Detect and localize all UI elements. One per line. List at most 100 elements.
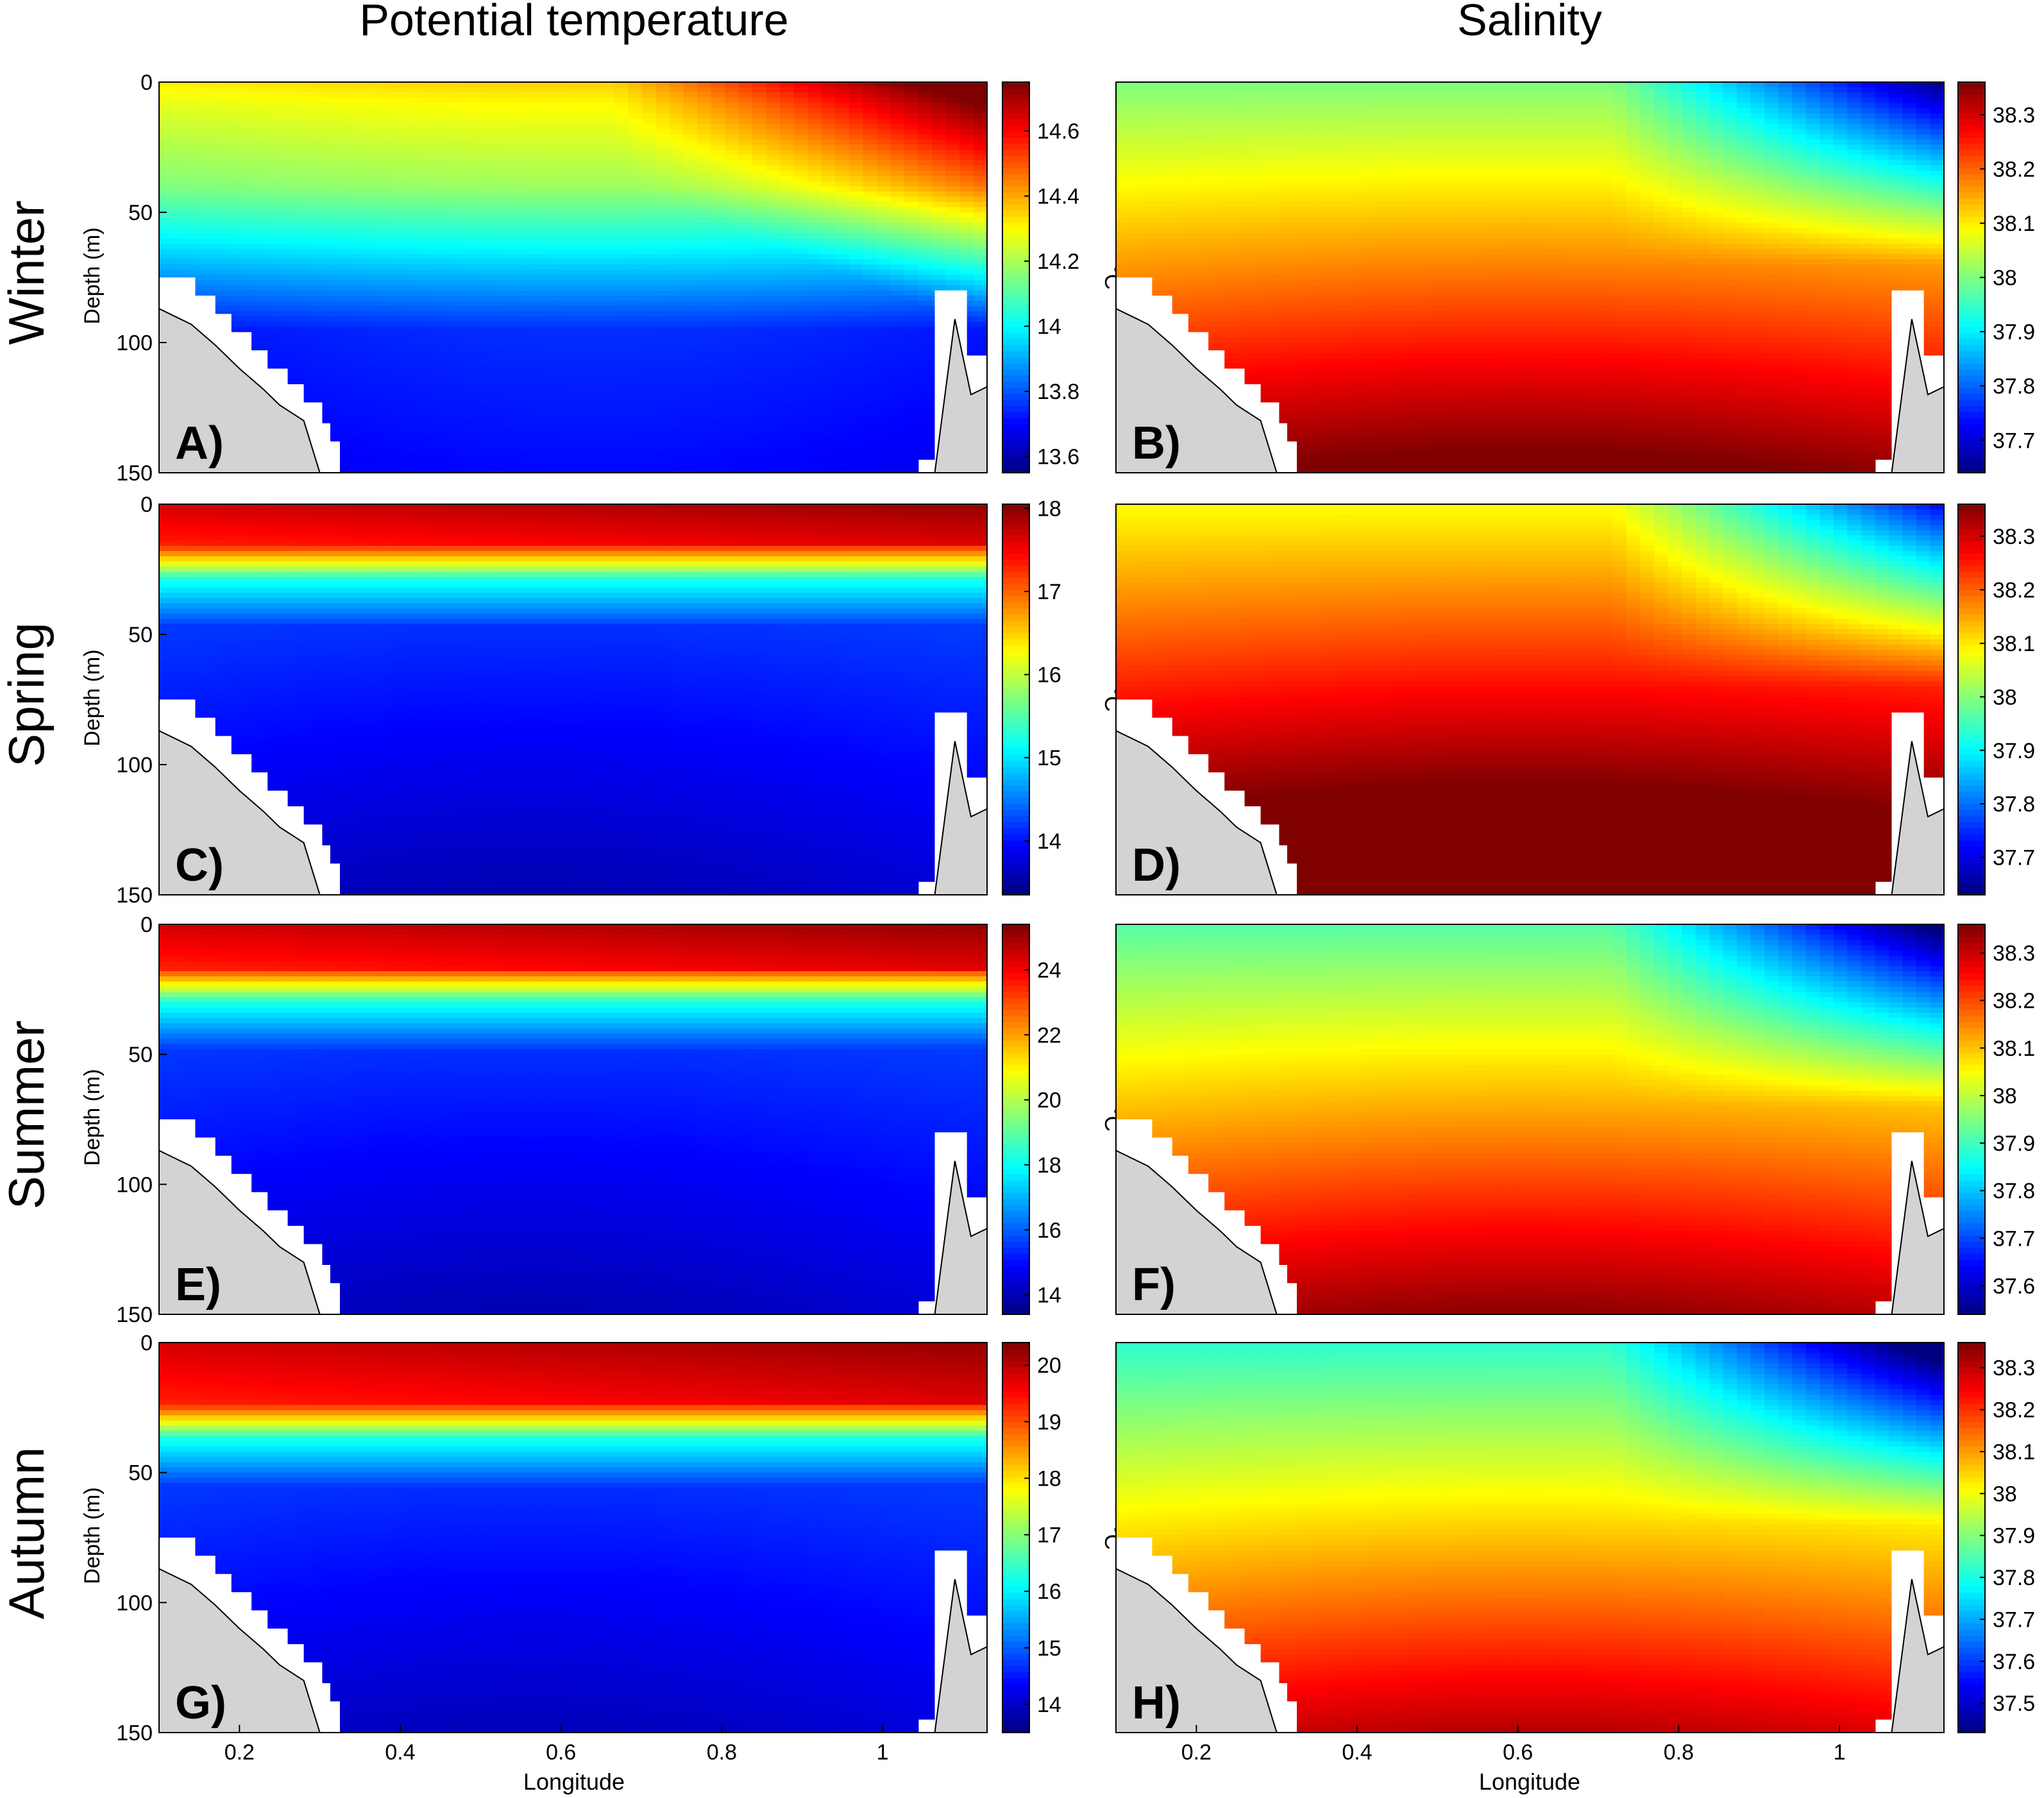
y-tick-label: 50 (128, 1461, 153, 1486)
colorbar-tick-label: 37.8 (1993, 792, 2035, 817)
panel-letter: B) (1132, 418, 1181, 469)
colorbar-tick-label: 37.7 (1993, 428, 2035, 453)
axes-frame (1115, 81, 1945, 473)
seafloor-west (158, 1568, 321, 1733)
panel-letter: C) (175, 840, 224, 891)
x-tick-label: 0.4 (385, 1740, 415, 1765)
x-tick-label: 1 (1834, 1740, 1846, 1765)
xlabel-left: Longitude (523, 1768, 625, 1795)
colorbar-tick-label: 14.4 (1037, 185, 1079, 209)
colorbar-tick-label: 17 (1037, 1523, 1061, 1548)
y-tick-label: 50 (128, 623, 153, 647)
seafloor-west (158, 307, 321, 473)
axes-frame (158, 924, 988, 1315)
panel-letter: F) (1132, 1259, 1176, 1310)
y-tick-label: 0 (140, 1331, 153, 1355)
colorbar: 37.6 37.7 37.8 37.9 38 38.1 38.2 38.3 (1957, 924, 2035, 1315)
colorbar-tick-label: 14 (1037, 1284, 1061, 1308)
seafloor-west (158, 729, 321, 895)
axes-frame (158, 81, 988, 473)
panel-d: D) 37.7 37.8 37.9 38 38.1 38.2 38.3 (1115, 504, 2035, 895)
colorbar-tick-label: 37.7 (1993, 1607, 2035, 1632)
y-tick-label: 0 (140, 493, 153, 517)
seafloor-west (1115, 307, 1278, 473)
panel-letter: E) (175, 1259, 221, 1310)
colorbar-tick-label: 37.9 (1993, 1132, 2035, 1156)
row-label-spring: Spring (0, 622, 55, 767)
x-tick-label: 0.6 (1503, 1740, 1533, 1765)
x-tick-label: 0.2 (224, 1740, 255, 1765)
panel-letter: H) (1132, 1677, 1181, 1729)
x-tick-label: 1 (877, 1740, 889, 1765)
colorbar-tick-label: 24 (1037, 958, 1061, 983)
panel-h: 0.2 0.4 0.6 0.8 1 H) 37.5 37.6 37.7 37.8 37.9 38 38.… (1115, 1342, 2035, 1765)
colorbar-tick-label: 16 (1037, 1218, 1061, 1242)
colorbar-tick-label: 38.1 (1993, 212, 2035, 236)
colorbar-tick-label: 38.3 (1993, 103, 2035, 128)
colorbar-tick-label: 15 (1037, 1636, 1061, 1661)
y-tick-label: 150 (116, 1721, 153, 1745)
column-title-salinity: Salinity (1457, 0, 1602, 45)
ylabel-winter: Depth (m) (80, 227, 105, 324)
colorbar-tick-label: 37.9 (1993, 739, 2035, 763)
colorbar-tick-label: 14 (1037, 829, 1061, 854)
y-tick-label: 150 (116, 461, 153, 486)
colorbar-tick-label: 19 (1037, 1410, 1061, 1434)
colorbar-tick-label: 37.7 (1993, 846, 2035, 870)
ylabel-autumn: Depth (m) (80, 1487, 105, 1584)
colorbar-tick-label: 37.9 (1993, 320, 2035, 344)
colorbar-tick-label: 38.3 (1993, 941, 2035, 965)
colorbar-tick-label: 37.8 (1993, 375, 2035, 399)
colorbar-tick-label: 37.6 (1993, 1650, 2035, 1674)
y-tick-label: 150 (116, 883, 153, 908)
colorbar: 37.5 37.6 37.7 37.8 37.9 38 38.1 38.2 38.3 (1957, 1342, 2035, 1733)
colorbar-tick-label: 38 (1993, 685, 2017, 709)
colorbar-tick-label: 38.2 (1993, 157, 2035, 182)
panel-letter: A) (175, 418, 224, 469)
colorbar-tick-label: 16 (1037, 1580, 1061, 1604)
colorbar-tick-label: 13.8 (1037, 380, 1079, 404)
y-tick-label: 150 (116, 1303, 153, 1327)
colorbar-tick-label: 38.3 (1993, 525, 2035, 549)
colorbar-tick-label: 38 (1993, 1084, 2017, 1108)
panel-b: B) 37.7 37.8 37.9 38 38.1 38.2 38.3 (1115, 81, 2035, 473)
axes-frame (158, 1342, 988, 1733)
colorbar-tick-label: 38.2 (1993, 578, 2035, 602)
panel-letter: D) (1132, 840, 1181, 891)
panel-f: F) 37.6 37.7 37.8 37.9 38 38.1 38.2 38.3 (1115, 924, 2035, 1315)
colorbar-tick-label: 18 (1037, 496, 1061, 521)
row-label-summer: Summer (0, 1021, 55, 1210)
colorbar: 37.7 37.8 37.9 38 38.1 38.2 38.3 (1957, 504, 2035, 895)
colorbar-tick-label: 38.2 (1993, 989, 2035, 1013)
colorbar-tick-label: 38.1 (1993, 1440, 2035, 1464)
colorbar-tick-label: 15 (1037, 746, 1061, 770)
colorbar-tick-label: 38.1 (1993, 632, 2035, 656)
colorbar-tick-label: 38 (1993, 266, 2017, 291)
y-tick-label: 50 (128, 1043, 153, 1067)
colorbar-tick-label: 37.8 (1993, 1566, 2035, 1590)
y-tick-label: 50 (128, 201, 153, 225)
x-tick-label: 0.4 (1342, 1740, 1372, 1765)
seafloor-west (158, 1149, 321, 1315)
y-tick-label: 100 (116, 753, 153, 777)
ylabel-spring: Depth (m) (80, 649, 105, 746)
colorbar-tick-label: 17 (1037, 580, 1061, 604)
axes-frame (1115, 924, 1945, 1315)
y-tick-label: 100 (116, 1591, 153, 1615)
x-tick-label: 0.8 (1664, 1740, 1694, 1765)
x-tick-label: 0.8 (707, 1740, 737, 1765)
x-tick-label: 0.2 (1181, 1740, 1212, 1765)
colorbar-tick-label: 16 (1037, 663, 1061, 688)
colorbar-tick-label: 20 (1037, 1353, 1061, 1378)
colorbar-tick-label: 38.3 (1993, 1356, 2035, 1380)
y-tick-label: 100 (116, 1173, 153, 1197)
colorbar-tick-label: 38.1 (1993, 1037, 2035, 1061)
ylabel-summer: Depth (m) (80, 1069, 105, 1166)
